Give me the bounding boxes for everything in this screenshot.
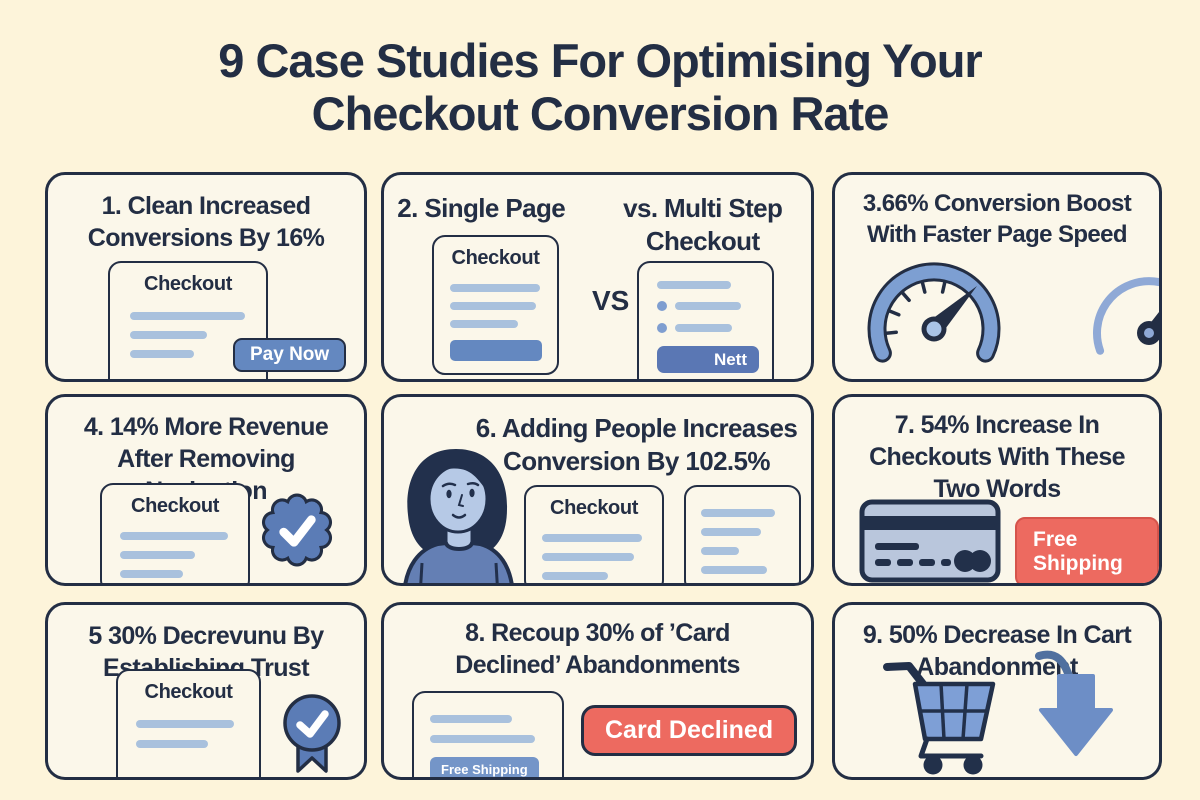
text-line-placeholder [675, 324, 732, 332]
step-row [657, 301, 772, 311]
medal-ribbon-icon [283, 694, 341, 773]
text-line-placeholder [130, 331, 207, 339]
text-line-placeholder [120, 532, 228, 540]
card2-heading: 2. Single Page vs. Multi Step Checkout [384, 175, 811, 259]
card-declined-button: Card Declined [581, 705, 798, 756]
step-bullet-icon [657, 301, 667, 311]
card-page-speed: 3.66% Conversion Boost With Faster Page … [832, 172, 1162, 382]
down-arrow-icon [1035, 650, 1113, 756]
text-line-placeholder [542, 534, 642, 542]
card4-mock-title: Checkout [131, 495, 219, 517]
card-two-words: 7. 54% Increase In Checkouts With These … [832, 394, 1162, 586]
card2-heading-right: vs. Multi Step Checkout [623, 193, 783, 257]
text-line-placeholder [450, 302, 536, 310]
free-shipping-button: Free Shipping [1015, 517, 1159, 583]
speedometer-slow-icon [1093, 277, 1159, 355]
card-cart-abandonment: 9. 50% Decrease In Cart Abandonment [832, 602, 1162, 780]
card7-heading: 7. 54% Increase In Checkouts With These … [869, 411, 1125, 503]
page-title-line2: Checkout Conversion Rate [311, 87, 890, 141]
card3-heading: 3.66% Conversion Boost With Faster Page … [862, 190, 1132, 248]
credit-card-icon [859, 499, 1001, 583]
text-line-placeholder [542, 572, 608, 580]
text-line-placeholder [701, 547, 739, 555]
card8-checkout-mockup: Free Shipping [412, 691, 564, 777]
text-line-placeholder [136, 720, 234, 728]
shopping-cart-icon [883, 662, 996, 775]
text-line-placeholder [430, 735, 535, 743]
multi-step-checkout-mockup: Nett [637, 261, 774, 379]
step-row [657, 323, 772, 333]
text-line-placeholder [450, 320, 518, 328]
page-title-line1: 9 Case Studies For Optimising Your [218, 34, 982, 87]
speedometer-fast-icon [867, 262, 1001, 363]
card6-mock-title: Checkout [550, 497, 638, 519]
card-adding-people: 6. Adding People Increases Conversion By… [381, 394, 814, 586]
verified-badge-icon [261, 493, 333, 567]
card-clean-conversions: 1. Clean Increased Conversions By 16% Ch… [45, 172, 367, 382]
single-page-checkout-mockup: Checkout [432, 235, 559, 375]
person-illustration [403, 449, 514, 583]
pay-now-button: Pay Now [233, 338, 347, 372]
card1-mock-title: Checkout [144, 273, 232, 295]
text-line-placeholder [701, 509, 775, 517]
text-line-placeholder [701, 566, 767, 574]
card-card-declined: 8. Recoup 30% of ’Card Declined’ Abandon… [381, 602, 814, 780]
card2-mock-title: Checkout [451, 247, 540, 269]
checkout-button-placeholder [450, 340, 542, 361]
vs-label: VS [592, 285, 630, 316]
step-bullet-icon [657, 323, 667, 333]
text-line-placeholder [701, 528, 761, 536]
card6-secondary-mockup [684, 485, 801, 583]
card6-checkout-mockup: Checkout [524, 485, 664, 583]
card-remove-navigation: 4. 14% More Revenue After Removing Navig… [45, 394, 367, 586]
card2-heading-left: 2. Single Page [397, 193, 566, 223]
card5-mock-title: Checkout [144, 681, 233, 703]
card-establishing-trust: 5 30% Decrevunu By Establishing Trust Ch… [45, 602, 367, 780]
free-shipping-small-button: Free Shipping [430, 757, 539, 777]
card1-checkout-mockup: Checkout [108, 261, 268, 379]
text-line-placeholder [430, 715, 512, 723]
text-line-placeholder [542, 553, 634, 561]
nett-button: Nett [657, 346, 759, 373]
card4-checkout-mockup: Checkout [100, 483, 250, 583]
text-line-placeholder [675, 302, 741, 310]
card5-checkout-mockup: Checkout [116, 669, 261, 777]
text-line-placeholder [657, 281, 731, 289]
card1-heading: 1. Clean Increased Conversions By 16% [87, 192, 325, 252]
text-line-placeholder [130, 350, 194, 358]
card6-heading: 6. Adding People Increases Conversion By… [475, 413, 798, 477]
text-line-placeholder [120, 570, 183, 578]
page-title: 9 Case Studies For Optimising Your Check… [0, 34, 1200, 140]
text-line-placeholder [120, 551, 195, 559]
text-line-placeholder [130, 312, 245, 320]
text-line-placeholder [450, 284, 540, 292]
card8-heading: 8. Recoup 30% of ’Card Declined’ Abandon… [455, 619, 740, 679]
text-line-placeholder [136, 740, 208, 748]
card-single-vs-multi: 2. Single Page vs. Multi Step Checkout C… [381, 172, 814, 382]
card9-heading: 9. 50% Decrease In Cart Abandonment [862, 621, 1132, 681]
